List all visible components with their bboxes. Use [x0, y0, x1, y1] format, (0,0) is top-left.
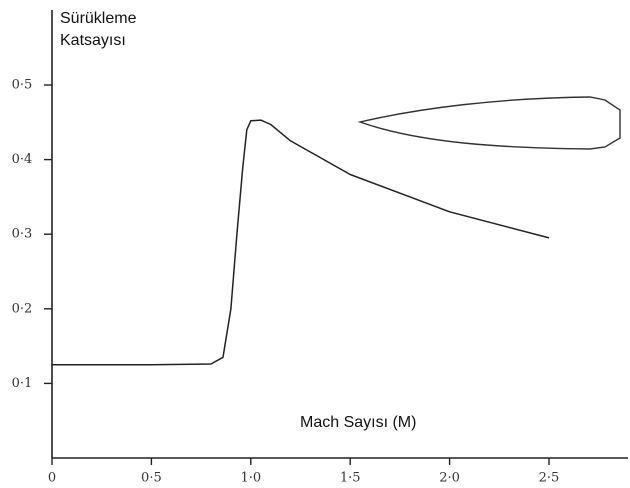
- y-tick-label: 0·5: [12, 78, 33, 93]
- x-tick-label: 0·5: [141, 471, 162, 486]
- chart: 0·1 0·2 0·3 0·4 0·5 0 0·5 1·0 1·5 2·0 2·5 Sürüklem…: [0, 0, 630, 488]
- x-tick-label: 0: [48, 471, 56, 486]
- drag-curve: [52, 120, 549, 365]
- x-tick-label: 2·5: [539, 471, 560, 486]
- y-tick-label: 0·2: [12, 301, 33, 316]
- x-axis-label: Mach Sayısı (M): [300, 414, 416, 432]
- x-tick-label: 2·0: [439, 471, 460, 486]
- y-axis-label: Sürükleme Katsayısı: [60, 8, 150, 52]
- y-tick-label: 0·3: [12, 227, 33, 242]
- x-tick-label: 1·0: [240, 471, 261, 486]
- projectile-outline: [360, 97, 620, 149]
- x-tick-label: 1·5: [340, 471, 361, 486]
- y-tick-label: 0·4: [12, 152, 33, 167]
- y-tick-label: 0·1: [12, 376, 33, 391]
